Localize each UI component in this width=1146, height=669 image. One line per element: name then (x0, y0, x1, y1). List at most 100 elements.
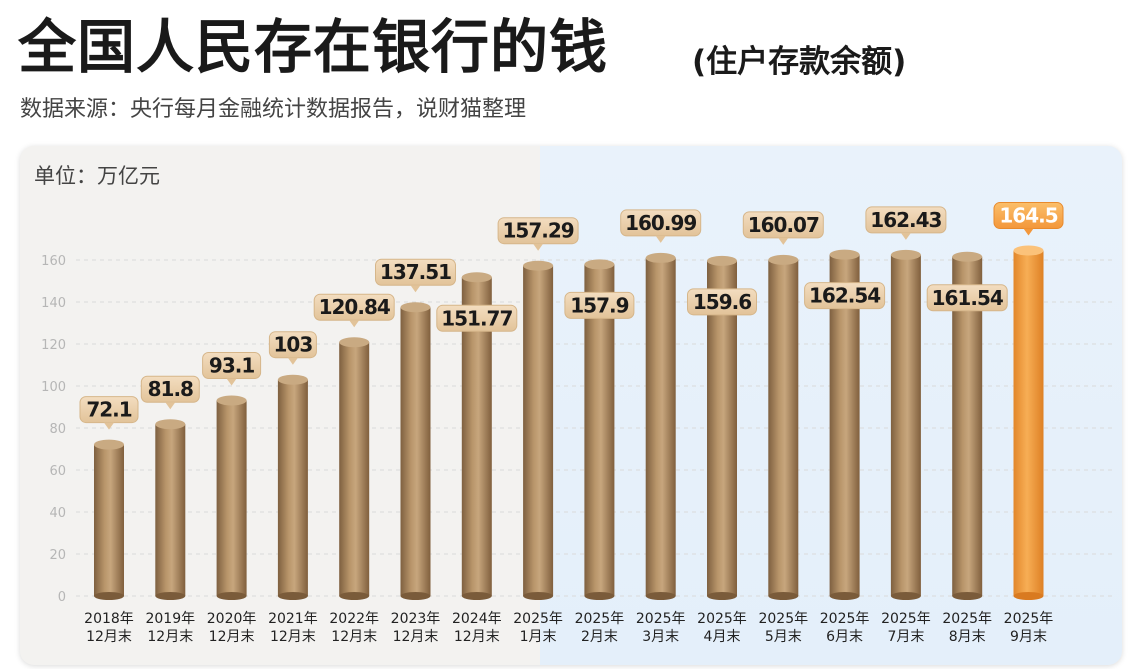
value-label-text: 159.6 (693, 290, 751, 314)
x-tick-label: 2025年 4月末 (697, 611, 747, 645)
value-label: 162.54 (804, 282, 886, 310)
bar-cap (707, 255, 737, 266)
value-label: 137.51 (375, 258, 456, 293)
bar-body (155, 424, 186, 596)
bar-cap (523, 260, 554, 271)
value-label-box (926, 284, 1008, 312)
x-tick-label: 2025年 6月末 (820, 611, 870, 645)
bar-base (216, 592, 247, 600)
value-label: 157.29 (497, 217, 579, 251)
x-tick-label: 2025年 9月末 (1004, 611, 1054, 645)
y-tick-label: 20 (49, 548, 66, 563)
bar-body (339, 342, 370, 596)
bar (523, 260, 554, 600)
bar (400, 302, 431, 600)
y-tick-label: 140 (41, 296, 66, 311)
bar (829, 249, 860, 600)
page-title: 全国人民存在银行的钱 (18, 13, 609, 81)
value-label-pointer (655, 235, 666, 243)
bar-cap (890, 249, 921, 260)
value-label-pointer (104, 422, 114, 430)
value-label-pointer (533, 243, 544, 251)
bar-body (645, 257, 676, 596)
x-tick-label: 2025年 2月末 (575, 611, 625, 645)
bar-base (94, 592, 124, 600)
x-tick-label: 2025年 8月末 (942, 611, 992, 645)
bar-body (952, 256, 983, 596)
page-title-suffix: (住户存款余额) (692, 44, 907, 80)
y-tick-label: 80 (49, 422, 66, 437)
bar-cap (952, 251, 983, 262)
value-label: 160.07 (742, 211, 824, 245)
bar (155, 419, 186, 600)
value-label: 103 (268, 331, 317, 365)
value-label-pointer (287, 357, 298, 365)
bar (952, 251, 983, 600)
value-label-box (436, 304, 518, 332)
x-tick-label: 2020年 12月末 (207, 611, 257, 645)
bar-base (277, 592, 308, 600)
value-label: 159.6 (687, 288, 757, 316)
bar (339, 337, 370, 600)
value-label-text: 162.43 (870, 208, 941, 232)
bar-body (94, 444, 124, 596)
bar-cap (645, 252, 676, 263)
value-label-pointer (1023, 228, 1034, 236)
bar-body (890, 254, 921, 596)
bar-cap (155, 419, 186, 430)
x-tick-label: 2021年 12月末 (268, 611, 318, 645)
value-label-text: 120.84 (319, 295, 390, 319)
x-tick-label: 2022年 12月末 (329, 611, 379, 645)
value-label-box (687, 288, 757, 316)
bar-base (1013, 592, 1044, 600)
bar-body (400, 307, 431, 596)
value-label: 160.99 (620, 209, 702, 243)
bar-cap (829, 249, 860, 260)
bar-base (829, 592, 860, 600)
bar-body (829, 254, 860, 596)
bar-cap (1013, 245, 1044, 256)
bar (890, 249, 921, 600)
y-tick-label: 40 (49, 506, 66, 521)
x-tick-label: 2025年 1月末 (513, 611, 563, 645)
y-tick-label: 160 (41, 254, 66, 269)
bar (94, 439, 124, 600)
bar-cap (94, 439, 124, 450)
bar-body (523, 265, 554, 596)
y-tick-label: 60 (49, 464, 66, 479)
bar (768, 254, 799, 600)
value-label-box (804, 282, 886, 310)
value-label-text: 160.07 (748, 213, 819, 237)
bar (1013, 245, 1044, 600)
bar-base (890, 592, 921, 600)
x-tick-label: 2025年 3月末 (636, 611, 686, 645)
bar-base (645, 592, 676, 600)
bar-base (400, 592, 431, 600)
bar-base (768, 592, 799, 600)
value-label-pointer (410, 285, 421, 293)
unit-label: 单位：万亿元 (34, 164, 160, 188)
value-label-pointer (226, 378, 237, 386)
value-label-text: 160.99 (625, 211, 696, 235)
value-label-text: 157.9 (570, 293, 628, 317)
value-label-text: 72.1 (86, 398, 131, 422)
x-tick-label: 2023年 12月末 (391, 611, 441, 645)
value-label-text: 81.8 (148, 377, 193, 401)
x-tick-label: 2024年 12月末 (452, 611, 502, 645)
value-label-text: 103 (274, 333, 313, 357)
bar-body (277, 379, 308, 596)
x-tick-label: 2025年 7月末 (881, 611, 931, 645)
bar-cap (277, 374, 308, 385)
value-label-pointer (900, 232, 911, 240)
bar-body (1013, 250, 1044, 597)
value-label-text: 161.54 (932, 286, 1003, 310)
y-tick-label: 0 (58, 590, 66, 605)
value-label-box (564, 291, 635, 319)
value-label: 151.77 (436, 304, 518, 332)
bar (277, 374, 308, 600)
x-tick-label: 2018年 12月末 (84, 611, 134, 645)
bar (645, 252, 676, 600)
bar-base (952, 592, 983, 600)
data-source: 数据来源：央行每月金融统计数据报告，说财猫整理 (20, 97, 527, 122)
y-tick-label: 120 (41, 338, 66, 353)
